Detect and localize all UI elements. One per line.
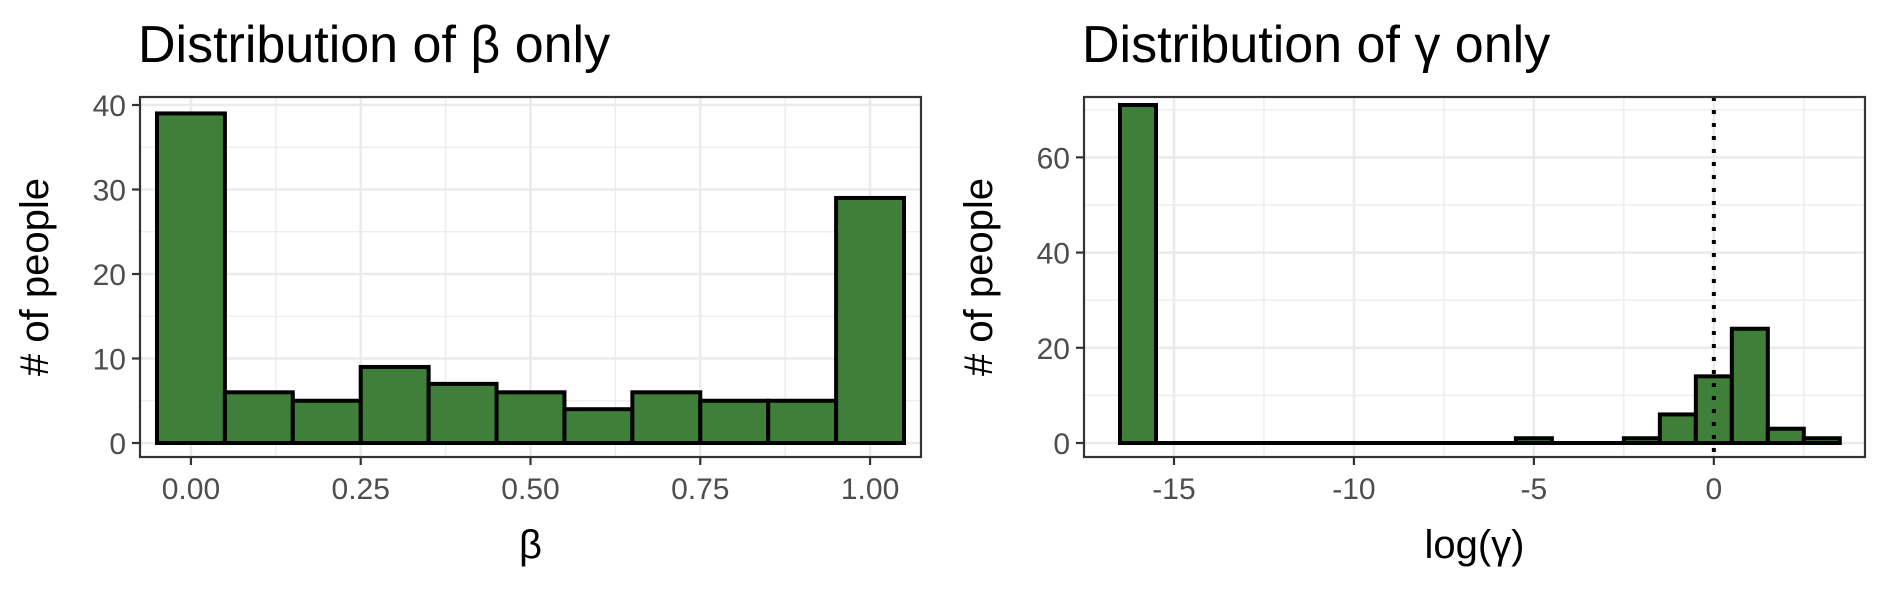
y-tick-label: 10 bbox=[93, 344, 126, 377]
x-tick-label: 0.75 bbox=[671, 473, 729, 506]
x-tick-label: 0.25 bbox=[332, 473, 390, 506]
x-axis-title: log(γ) bbox=[1424, 523, 1524, 567]
histogram-bar bbox=[562, 407, 635, 446]
x-tick-label: 0 bbox=[1705, 473, 1722, 506]
x-tick-label: -5 bbox=[1521, 473, 1548, 506]
x-tick-label: 1.00 bbox=[841, 473, 899, 506]
histogram-bar bbox=[1117, 103, 1158, 445]
histogram-bar bbox=[1801, 436, 1842, 446]
histogram-bar bbox=[766, 398, 839, 445]
y-axis-ticks: 0 20 40 60 bbox=[1037, 142, 1084, 461]
beta-histogram-panel: Distribution of β only 0.00 0.25 0.50 0.75 1… bbox=[13, 16, 923, 567]
x-axis-ticks: 0.00 0.25 0.50 0.75 1.00 bbox=[162, 457, 899, 506]
x-tick-label: 0.00 bbox=[162, 473, 220, 506]
y-tick-label: 60 bbox=[1037, 142, 1070, 175]
y-tick-label: 0 bbox=[109, 428, 126, 461]
y-tick-label: 0 bbox=[1053, 428, 1070, 461]
y-axis-title: # of people bbox=[957, 178, 1001, 376]
y-tick-label: 30 bbox=[93, 175, 126, 208]
x-tick-label: -15 bbox=[1152, 473, 1195, 506]
histogram-bar bbox=[222, 390, 295, 445]
histogram-bar bbox=[1513, 436, 1554, 446]
histogram-bar bbox=[290, 398, 363, 445]
histogram-bar bbox=[154, 111, 227, 445]
histogram-bar bbox=[1657, 412, 1698, 445]
x-tick-label: 0.50 bbox=[501, 473, 559, 506]
histogram-bar bbox=[494, 390, 567, 445]
histogram-bar bbox=[1621, 436, 1662, 446]
bars bbox=[154, 111, 907, 446]
histogram-bar bbox=[1729, 326, 1770, 446]
histogram-bar bbox=[1765, 426, 1806, 446]
chart-title: Distribution of γ only bbox=[1082, 16, 1550, 74]
y-axis-ticks: 0 10 20 30 40 bbox=[93, 90, 140, 461]
y-tick-label: 40 bbox=[1037, 238, 1070, 271]
y-tick-label: 20 bbox=[93, 259, 126, 292]
bars bbox=[1117, 103, 1842, 446]
y-tick-label: 40 bbox=[93, 90, 126, 123]
histogram-bar bbox=[426, 381, 499, 446]
panel-border bbox=[1082, 95, 1867, 459]
histogram-bar bbox=[834, 195, 907, 445]
chart-title: Distribution of β only bbox=[138, 16, 610, 74]
x-tick-label: -10 bbox=[1332, 473, 1375, 506]
histogram-bar bbox=[630, 390, 703, 445]
y-axis-title: # of people bbox=[13, 178, 57, 376]
gamma-histogram-panel: Distribution of γ only -15 -10 -5 0 0 20 40 60… bbox=[957, 16, 1867, 567]
y-tick-label: 20 bbox=[1037, 333, 1070, 366]
x-axis-ticks: -15 -10 -5 0 bbox=[1152, 457, 1722, 506]
histogram-bar bbox=[358, 364, 431, 446]
x-axis-title: β bbox=[519, 523, 542, 567]
histogram-bar bbox=[698, 398, 771, 445]
